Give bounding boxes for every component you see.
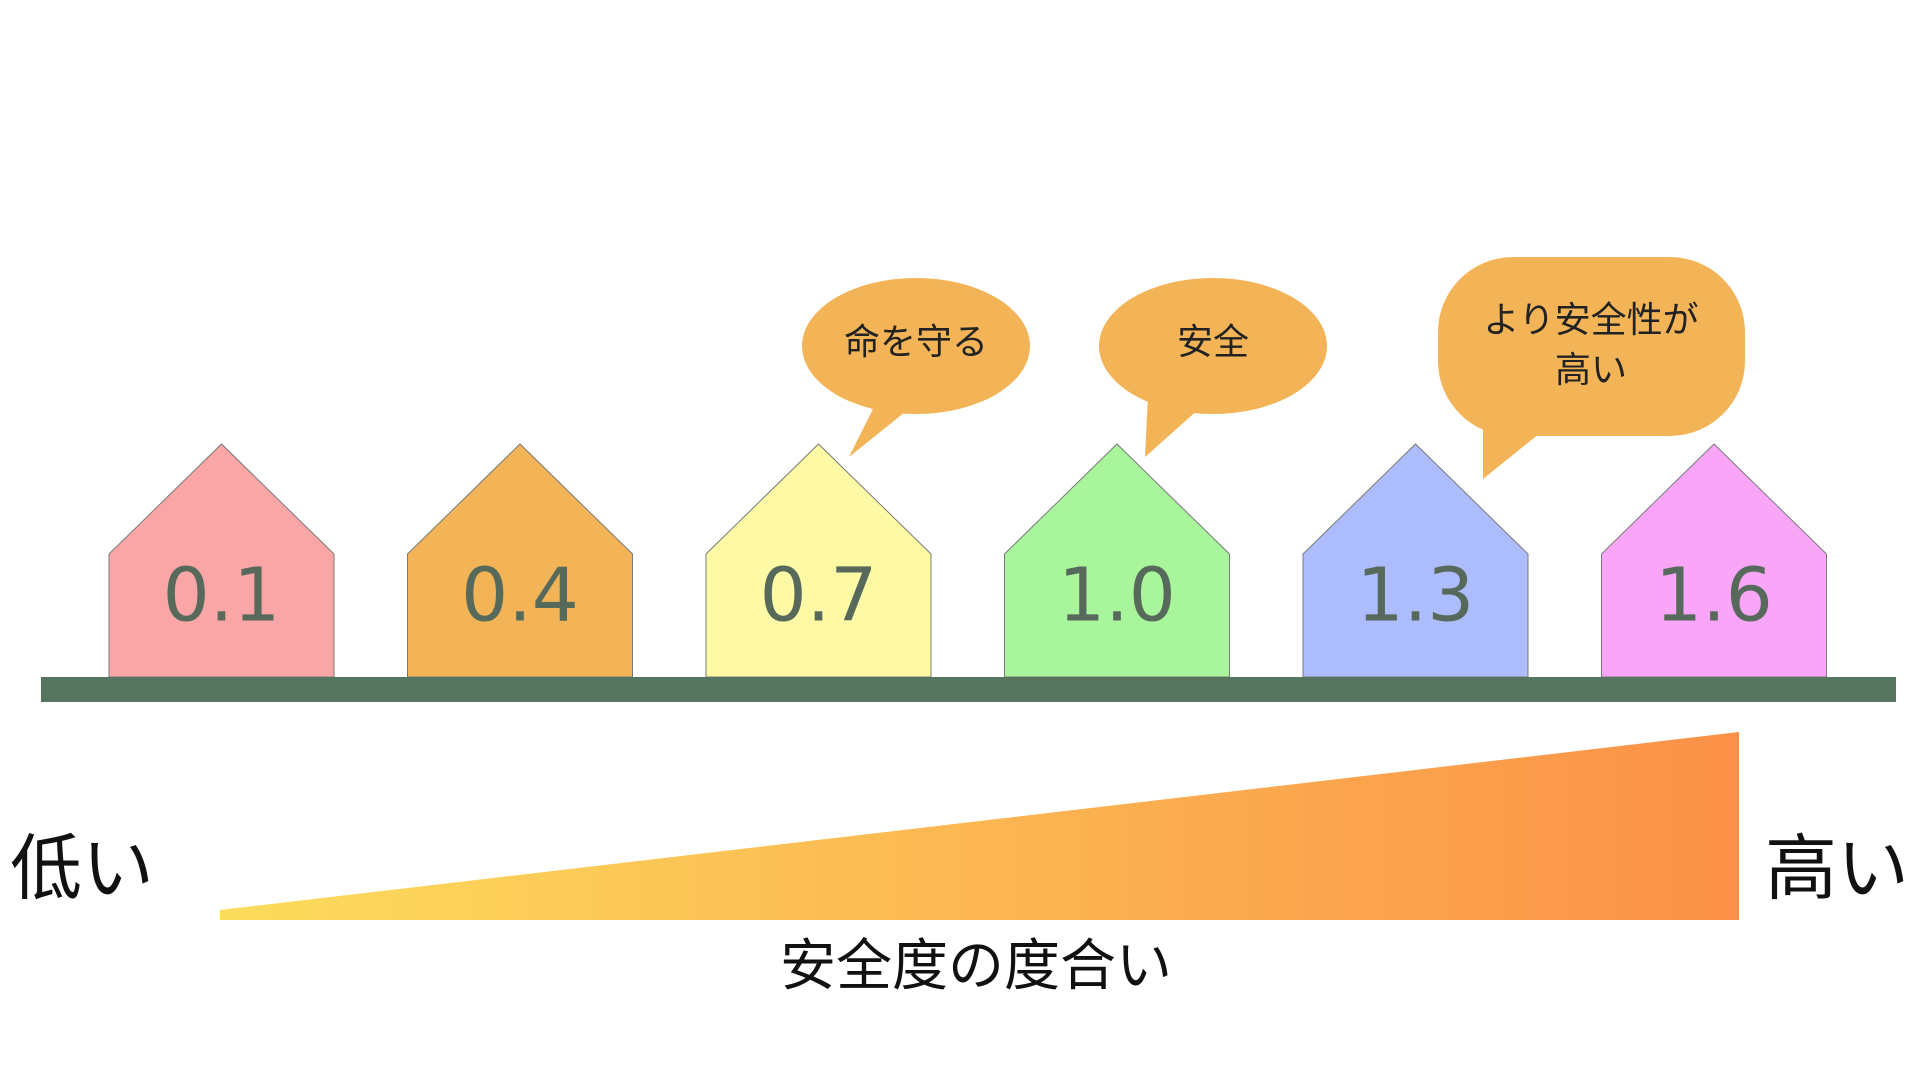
house: 1.0 <box>1004 443 1230 678</box>
house-shape <box>1601 443 1827 678</box>
house: 1.3 <box>1302 443 1529 678</box>
bubble-text: 安全 <box>1177 322 1249 363</box>
house: 1.6 <box>1601 443 1827 678</box>
low-label: 低い <box>10 827 154 911</box>
gradient-wedge <box>220 732 1739 920</box>
bubble-text: 命を守る <box>844 322 988 363</box>
bubble-text: より安全性が <box>1483 300 1698 341</box>
house-shape <box>705 443 932 678</box>
house: 0.1 <box>108 443 335 678</box>
house-label: 1.6 <box>1655 553 1773 639</box>
bubble-text: 高い <box>1555 350 1627 391</box>
high-label: 高い <box>1765 827 1909 911</box>
speech-bubble: 命を守る <box>802 278 1030 457</box>
house-shape <box>1302 443 1529 678</box>
house: 0.7 <box>705 443 932 678</box>
house-shape <box>108 443 335 678</box>
house-label: 1.0 <box>1058 553 1176 639</box>
houses: 0.1 0.4 0.7 1.0 1.3 1.6 <box>108 443 1827 678</box>
house-label: 0.1 <box>163 553 281 639</box>
house-label: 1.3 <box>1357 553 1475 639</box>
speech-bubble: より安全性が 高い <box>1438 257 1745 479</box>
house-label: 0.4 <box>461 553 579 639</box>
scale-label: 安全度の度合い <box>780 934 1172 999</box>
house-shape <box>1004 443 1230 678</box>
house-shape <box>407 443 633 678</box>
house-label: 0.7 <box>760 553 878 639</box>
speech-bubble: 安全 <box>1099 278 1327 457</box>
house: 0.4 <box>407 443 633 678</box>
ground <box>41 677 1896 702</box>
